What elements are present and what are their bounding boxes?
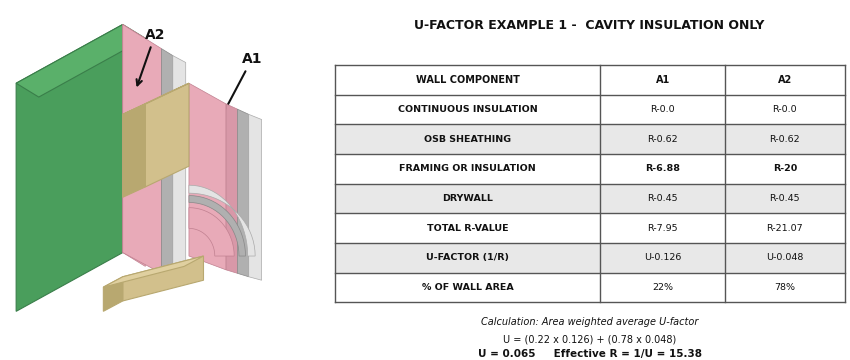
- Text: A2: A2: [778, 75, 792, 85]
- Text: 22%: 22%: [652, 283, 673, 292]
- Polygon shape: [226, 104, 237, 273]
- Polygon shape: [16, 24, 145, 97]
- Text: OSB SHEATHING: OSB SHEATHING: [424, 135, 511, 144]
- Polygon shape: [189, 185, 255, 256]
- Polygon shape: [145, 83, 189, 187]
- Polygon shape: [16, 24, 122, 311]
- Bar: [335, 154, 845, 184]
- Polygon shape: [189, 195, 246, 256]
- Bar: [335, 124, 845, 154]
- Text: R-0.0: R-0.0: [650, 105, 675, 114]
- Text: Calculation: Area weighted average U-factor: Calculation: Area weighted average U-fac…: [481, 317, 699, 327]
- Polygon shape: [122, 24, 162, 273]
- Text: U-FACTOR (1/R): U-FACTOR (1/R): [426, 253, 509, 262]
- Text: U-FACTOR EXAMPLE 1 -  CAVITY INSULATION ONLY: U-FACTOR EXAMPLE 1 - CAVITY INSULATION O…: [415, 19, 765, 32]
- Text: A2: A2: [137, 28, 165, 85]
- Bar: [335, 65, 845, 94]
- Text: R-20: R-20: [773, 164, 797, 173]
- Text: R-0.62: R-0.62: [769, 135, 800, 144]
- Bar: [335, 273, 845, 302]
- Polygon shape: [173, 55, 185, 284]
- Text: CONTINUOUS INSULATION: CONTINUOUS INSULATION: [398, 105, 537, 114]
- Polygon shape: [104, 277, 122, 311]
- Text: U = (0.22 x 0.126) + (0.78 x 0.048): U = (0.22 x 0.126) + (0.78 x 0.048): [503, 334, 677, 344]
- Bar: [335, 213, 845, 243]
- Text: 78%: 78%: [774, 283, 796, 292]
- Polygon shape: [122, 24, 145, 266]
- Text: TOTAL R-VALUE: TOTAL R-VALUE: [427, 224, 508, 233]
- Polygon shape: [237, 109, 249, 277]
- Text: FRAMING OR INSULATION: FRAMING OR INSULATION: [400, 164, 536, 173]
- Polygon shape: [189, 208, 235, 256]
- Text: A1: A1: [655, 75, 670, 85]
- Bar: [335, 94, 845, 124]
- Polygon shape: [122, 104, 145, 197]
- Text: % OF WALL AREA: % OF WALL AREA: [422, 283, 513, 292]
- Text: U = 0.065     Effective R = 1/U = 15.38: U = 0.065 Effective R = 1/U = 15.38: [478, 348, 702, 359]
- Text: R-0.0: R-0.0: [773, 105, 797, 114]
- Text: R-21.07: R-21.07: [767, 224, 803, 233]
- Text: R-0.62: R-0.62: [648, 135, 678, 144]
- Text: U-0.126: U-0.126: [644, 253, 682, 262]
- Text: R-6.88: R-6.88: [645, 164, 680, 173]
- Text: A1: A1: [212, 52, 262, 134]
- Text: R-7.95: R-7.95: [648, 224, 678, 233]
- Polygon shape: [249, 114, 262, 280]
- Bar: [335, 184, 845, 213]
- Text: DRYWALL: DRYWALL: [442, 194, 493, 203]
- Polygon shape: [122, 256, 203, 301]
- Polygon shape: [189, 83, 226, 270]
- Polygon shape: [122, 83, 189, 114]
- Text: R-0.45: R-0.45: [769, 194, 800, 203]
- Bar: [335, 243, 845, 273]
- Polygon shape: [162, 49, 173, 279]
- Text: U-0.048: U-0.048: [766, 253, 803, 262]
- Polygon shape: [104, 256, 203, 287]
- Text: WALL COMPONENT: WALL COMPONENT: [416, 75, 519, 85]
- Text: R-0.45: R-0.45: [648, 194, 678, 203]
